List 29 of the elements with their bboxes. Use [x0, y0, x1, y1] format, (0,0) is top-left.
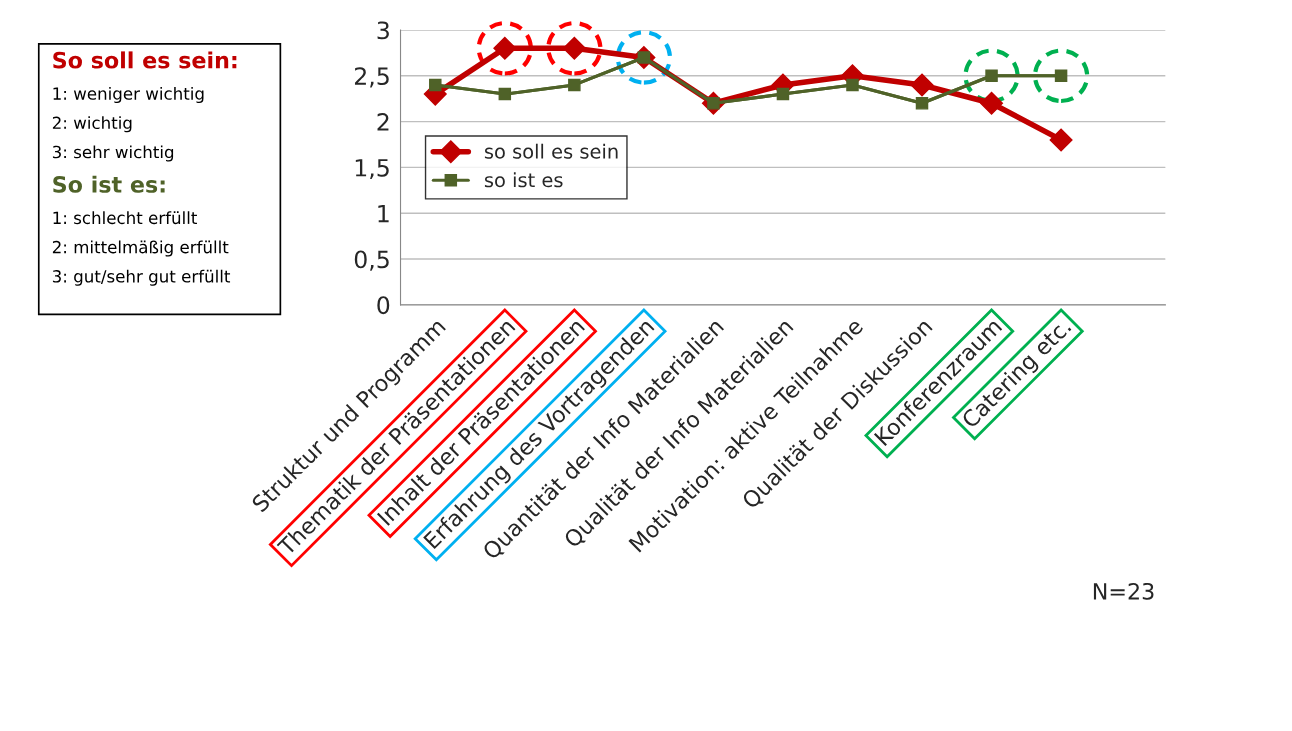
point [568, 78, 581, 92]
text: 3: gut/sehr gut erfüllt [52, 269, 231, 286]
text: 3: sehr wichtig [52, 145, 174, 162]
y-tick-label: 1 [378, 204, 389, 223]
y-tick-label: 2 [377, 113, 389, 131]
text: So soll es sein: [53, 51, 237, 69]
legend-label: so soll es sein [484, 143, 618, 159]
text: 1: weniger wichtig [53, 86, 204, 104]
y-tick-label: 0 [377, 296, 390, 315]
text: So ist es: [53, 175, 165, 193]
point [846, 78, 859, 92]
point [980, 91, 1004, 115]
y-tick-label: 0,5 [354, 250, 389, 271]
point [429, 78, 442, 92]
point [498, 87, 512, 101]
point [776, 87, 790, 101]
text: 2: mittelmäßig erfüllt [52, 240, 229, 257]
text: 2: wichtig [52, 116, 132, 133]
text: 1: schlecht erfüllt [53, 211, 197, 225]
point [1049, 128, 1073, 152]
point [915, 97, 929, 110]
text: N=23 [1093, 582, 1154, 600]
legend-label: so ist es [484, 172, 563, 188]
point [1054, 69, 1068, 83]
y-tick-label: 3 [377, 21, 389, 40]
point [985, 69, 998, 83]
y-tick-label: 1,5 [355, 159, 389, 180]
point [910, 73, 934, 97]
y-tick-label: 2,5 [354, 67, 389, 88]
